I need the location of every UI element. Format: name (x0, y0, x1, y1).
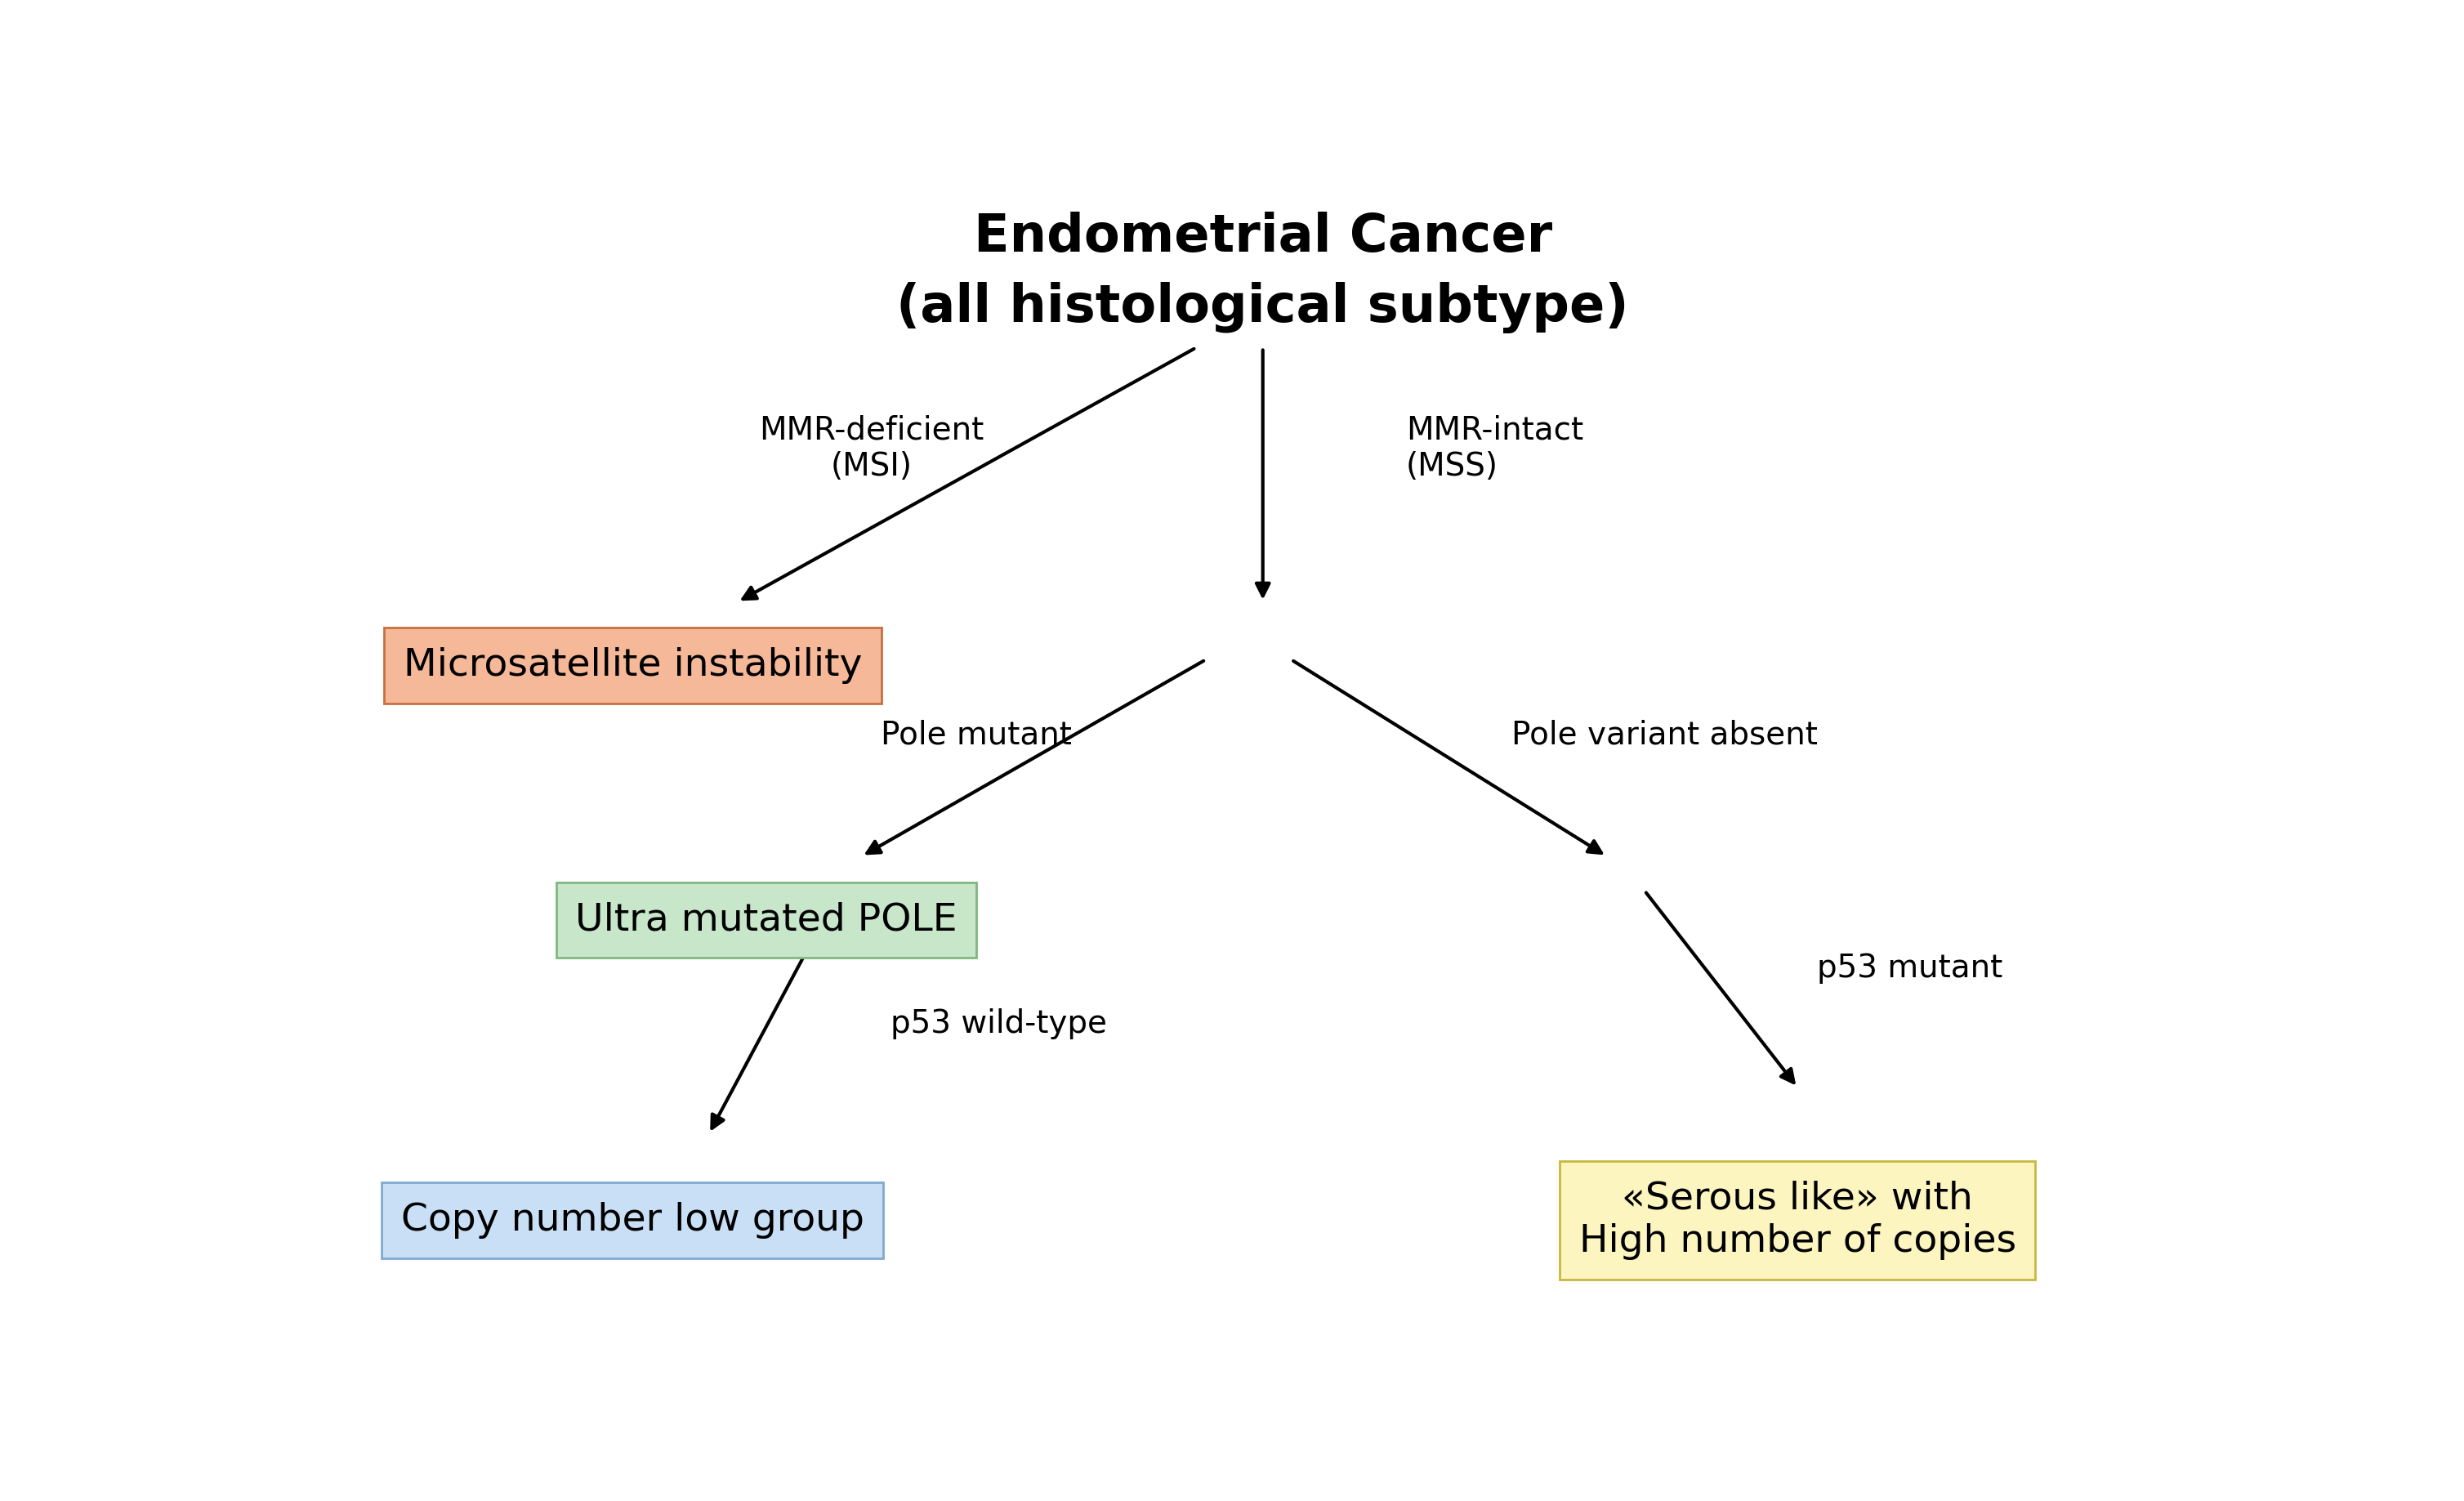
Text: MMR-intact
(MSS): MMR-intact (MSS) (1407, 414, 1584, 482)
Text: «Serous like» with
High number of copies: «Serous like» with High number of copies (1579, 1181, 2016, 1259)
Text: MMR-deficient
(MSI): MMR-deficient (MSI) (759, 414, 983, 482)
Text: Pole mutant: Pole mutant (880, 719, 1072, 750)
Text: Pole variant absent: Pole variant absent (1510, 719, 1818, 750)
Text: Microsatellite instability: Microsatellite instability (404, 647, 862, 684)
Text: p53 wild-type: p53 wild-type (890, 1009, 1106, 1039)
Text: p53 mutant: p53 mutant (1816, 953, 2003, 983)
Text: Copy number low group: Copy number low group (402, 1202, 865, 1238)
Text: Ultra mutated POLE: Ultra mutated POLE (574, 902, 958, 938)
Text: Endometrial Cancer
(all histological subtype): Endometrial Cancer (all histological sub… (897, 212, 1629, 333)
